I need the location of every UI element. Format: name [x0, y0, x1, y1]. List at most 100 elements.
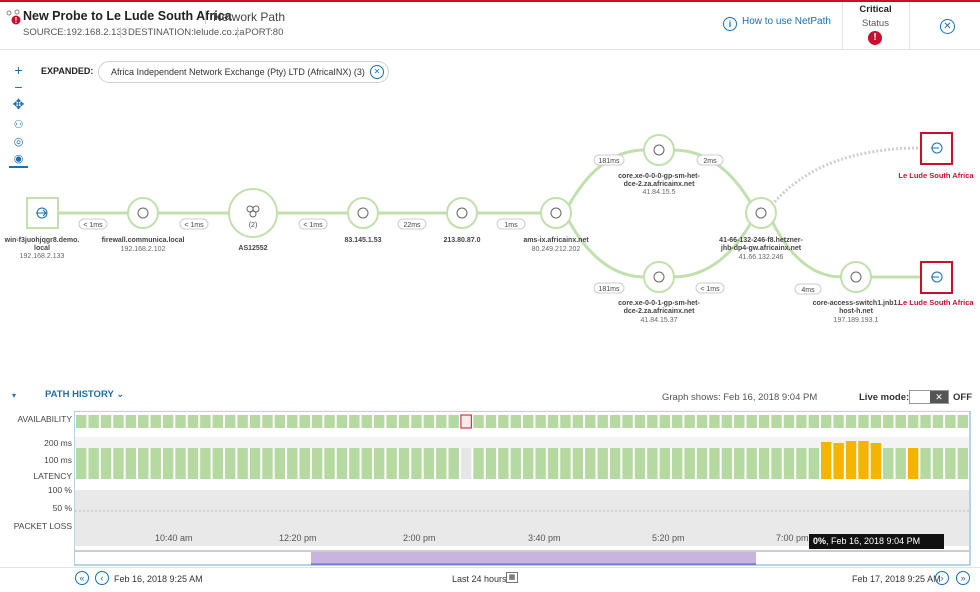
node-core-xe-0-0-1[interactable]	[643, 261, 675, 293]
availability-cell	[883, 415, 894, 428]
latency-cell	[125, 448, 137, 479]
node-view-icon[interactable]: ◎	[13, 136, 24, 148]
latency-cell	[100, 448, 112, 479]
latency-cell	[299, 448, 310, 479]
availability-cell	[709, 415, 720, 428]
availability-cell	[187, 415, 199, 428]
latency-cell	[622, 448, 633, 479]
latency-cell	[336, 448, 348, 479]
target-icon[interactable]: ◉	[9, 151, 28, 168]
node-213-80-87-0[interactable]	[446, 197, 478, 229]
latency-cell	[187, 448, 199, 479]
latency-cell	[547, 448, 559, 479]
availability-cell	[634, 415, 646, 428]
availability-cell	[572, 415, 584, 428]
calendar-icon[interactable]: ▦	[506, 572, 518, 583]
expanded-chip[interactable]: Africa Independent Network Exchange (Pty…	[98, 61, 389, 83]
selected-range-bar	[311, 552, 511, 564]
latency-cell	[411, 448, 422, 479]
latency-cell	[945, 448, 956, 479]
node-core-access-switch[interactable]	[840, 261, 872, 293]
availability-cell	[125, 415, 137, 428]
path-links	[58, 148, 921, 279]
availability-cell	[162, 415, 174, 428]
close-button[interactable]: ✕	[940, 19, 955, 34]
row-label-availability: AVAILABILITY	[17, 414, 73, 424]
availability-cell	[498, 415, 509, 428]
latency-cell	[423, 448, 435, 479]
axis-label-200ms: 200 ms	[44, 438, 72, 448]
latency-cell	[597, 448, 608, 479]
latency-cell	[746, 448, 757, 479]
availability-cell	[212, 415, 223, 428]
node-firewall[interactable]	[127, 197, 159, 229]
latency-cell	[212, 448, 223, 479]
zoom-out-button[interactable]: −	[14, 79, 23, 95]
fit-to-screen-icon[interactable]: ✥	[12, 96, 25, 112]
next-button[interactable]: ›	[935, 571, 949, 585]
previous-button[interactable]: ‹	[95, 571, 109, 585]
toggle-off-icon: ✕	[930, 391, 948, 403]
node-ams-ix[interactable]	[540, 197, 572, 229]
nodes	[26, 134, 872, 293]
time-label: 7:00 pm	[776, 533, 809, 543]
latency-cell	[448, 448, 459, 479]
port-text: PORT:80	[245, 27, 284, 38]
live-mode-toggle[interactable]: ✕	[909, 390, 949, 404]
availability-cell	[796, 415, 807, 428]
availability-cell	[138, 415, 149, 428]
remove-chip-icon[interactable]: ✕	[370, 65, 384, 79]
svg-text:!: !	[15, 16, 18, 25]
help-link[interactable]: i How to use NetPath	[723, 16, 831, 31]
latency-cell	[175, 448, 186, 479]
node-83-145-1-53[interactable]	[347, 197, 379, 229]
topology-icon[interactable]: ⚇	[13, 119, 24, 131]
availability-cell	[523, 415, 534, 428]
time-label: 5:20 pm	[652, 533, 685, 543]
latency-cell	[796, 448, 807, 479]
availability-cell	[647, 415, 658, 428]
map-toolbar: + − ✥ ⚇ ◎ ◉	[9, 62, 28, 168]
meta-divider	[120, 27, 121, 38]
latency-cell	[150, 448, 161, 479]
page-header	[0, 2, 980, 50]
latency-cell	[957, 448, 968, 479]
latency-cell	[262, 448, 273, 479]
expanded-label: EXPANDED:	[41, 66, 94, 76]
node-hetzner-gw[interactable]	[745, 197, 777, 229]
availability-cell	[895, 415, 906, 428]
page-title: New Probe to Le Lude South Africa	[23, 9, 232, 23]
node-ip: 192.168.2.133	[20, 253, 65, 260]
jump-end-button[interactable]: »	[956, 571, 970, 585]
zoom-in-button[interactable]: +	[14, 62, 23, 78]
jump-start-button[interactable]: «	[75, 571, 89, 585]
latency-cell	[883, 448, 894, 479]
latency-cell	[808, 448, 819, 479]
destination-label: Le Lude South Africa	[898, 298, 974, 307]
latency-cell	[361, 448, 372, 479]
destination-nodes: Le Lude South Africa Le Lude South Afric…	[898, 132, 974, 307]
availability-cell	[858, 415, 869, 428]
critical-top-bar	[0, 0, 980, 2]
node-core-xe-0-0-0[interactable]	[643, 134, 675, 166]
time-label: 3:40 pm	[528, 533, 561, 543]
live-mode-value: OFF	[953, 392, 972, 403]
node-ip: 197.189.193.1	[834, 317, 879, 324]
path-history-toggle[interactable]: PATH HISTORY ⌄	[45, 389, 124, 400]
availability-cell	[274, 415, 286, 428]
availability-cell	[349, 415, 360, 428]
collapse-caret-icon[interactable]: ▾	[12, 391, 17, 400]
node-name: 41-66-132-246-f8.hetzner-jhb-dp4-gw.afri…	[719, 237, 803, 252]
row-label-packet-loss: PACKET LOSS	[13, 521, 72, 531]
latency-badges: < 1ms < 1ms < 1ms 22ms 1ms 181ms 181ms 2…	[78, 154, 822, 295]
latency-cell	[473, 448, 484, 479]
latency-cell	[585, 448, 596, 479]
latency-cell	[721, 448, 733, 479]
node-labels: win-f3juohjqgr8.demo. local 192.168.2.133…	[4, 173, 900, 324]
graph-shows-text: Graph shows: Feb 16, 2018 9:04 PM	[662, 392, 818, 403]
node-as12552[interactable]	[228, 188, 278, 238]
latency-cell	[560, 448, 571, 479]
latency-cell	[634, 448, 646, 479]
latency-label: < 1ms	[303, 222, 323, 229]
availability-cell	[920, 415, 931, 428]
